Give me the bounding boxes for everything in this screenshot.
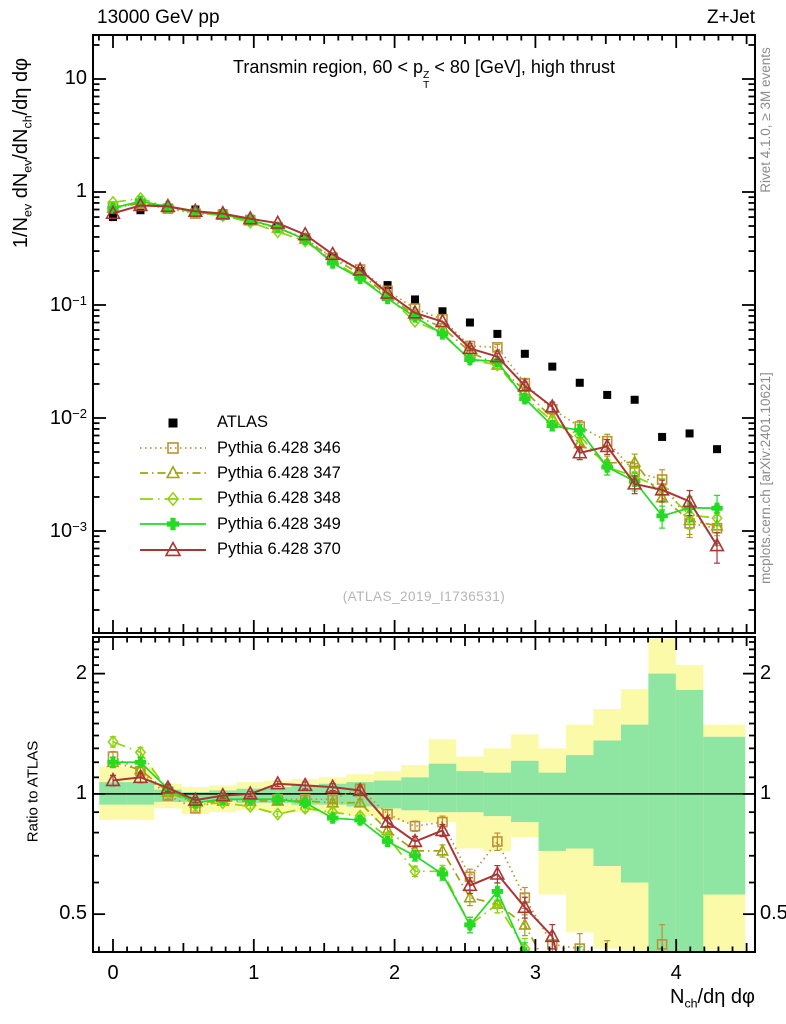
y-tick-label: 10−1 [49, 293, 87, 316]
legend-label: Pythia 6.428 370 [217, 540, 341, 559]
legend-label: Pythia 6.428 348 [217, 489, 341, 508]
ratio-tick-label-left: 1 [75, 781, 87, 804]
process-label: Z+Jet [706, 7, 755, 28]
legend-marker-py348 [140, 491, 206, 507]
legend-marker-py370 [140, 540, 206, 556]
ratio-tick-label-right: 1 [760, 781, 772, 804]
legend: ATLAS Pythia 6.428 346 Pythia 6.428 347 Pyt… [137, 410, 341, 562]
y-tick-label: 10 [64, 67, 87, 89]
legend-label: Pythia 6.428 347 [217, 463, 341, 482]
x-tick-label: 3 [529, 962, 541, 984]
x-tick-label: 4 [670, 962, 682, 984]
series-py370-ratio [105, 768, 561, 952]
legend-item-py348: Pythia 6.428 348 [137, 486, 341, 511]
analysis-watermark: (ATLAS_2019_I1736531) [342, 589, 506, 604]
legend-item-py347: Pythia 6.428 347 [137, 461, 341, 486]
ratio-tick-label-right: 0.5 [760, 902, 786, 925]
legend-item-py346: Pythia 6.428 346 [137, 435, 341, 460]
legend-label: Pythia 6.428 349 [217, 514, 341, 533]
y-axis-label: 1/Nev dNev/dNch/dη dφ [10, 57, 35, 249]
legend-item-atlas: ATLAS [137, 410, 341, 435]
legend-label: Pythia 6.428 346 [217, 438, 341, 457]
y-tick-label: 1 [75, 180, 87, 202]
ratio-tick-label-left: 0.5 [59, 902, 87, 925]
x-axis-label: Nch/dη dφ [670, 986, 755, 1011]
legend-marker-py347 [140, 465, 206, 479]
ratio-tick-label-right: 2 [760, 661, 772, 684]
mcplots-arxiv-note: mcplots.cern.ch [arXiv:2401.10621] [758, 372, 773, 584]
axes-ticks [92, 34, 756, 953]
y-tick-label: 10−2 [49, 406, 87, 429]
legend-label: ATLAS [217, 413, 269, 432]
x-tick-label: 2 [389, 962, 401, 984]
x-tick-label: 0 [107, 962, 119, 984]
legend-marker-atlas [168, 418, 178, 428]
x-tick-label: 1 [248, 962, 260, 984]
legend-item-py370: Pythia 6.428 370 [137, 537, 341, 562]
legend-marker-py349 [140, 518, 206, 531]
series-py370-main [105, 197, 725, 564]
legend-item-py349: Pythia 6.428 349 [137, 512, 341, 537]
beam-energy-label: 13000 GeV pp [97, 7, 220, 28]
rivet-version-note: Rivet 4.1.0, ≥ 3M events [758, 47, 773, 193]
ratio-tick-label-left: 2 [75, 661, 87, 684]
legend-marker-py346 [140, 442, 206, 454]
y-tick-label: 10−3 [49, 519, 87, 542]
